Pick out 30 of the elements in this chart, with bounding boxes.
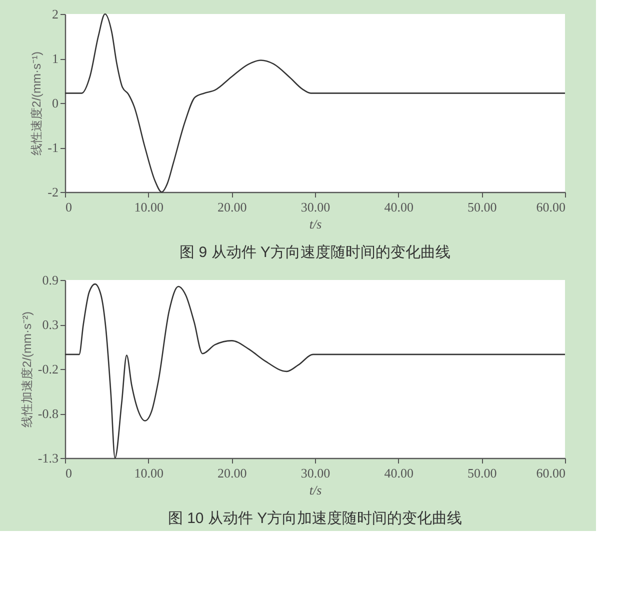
- y-tick-label: -1: [48, 140, 58, 155]
- y-tick-label: -1.3: [38, 450, 58, 466]
- x-tick-label: 40.00: [384, 466, 414, 480]
- x-tick-label: 40.00: [384, 200, 414, 214]
- x-tick-label: 10.00: [134, 466, 164, 480]
- x-tick-label: 50.00: [468, 466, 497, 480]
- x-tick-label: 60.00: [536, 466, 566, 480]
- x-tick-label: 60.00: [536, 200, 566, 214]
- y-axis-title: 线性速度2/(mm·s⁻¹): [30, 52, 44, 156]
- y-tick-label: -2: [48, 184, 58, 200]
- x-tick-label: 20.00: [218, 200, 247, 214]
- x-tick-label: 30.00: [300, 200, 330, 214]
- y-tick-label: -0.8: [38, 406, 58, 421]
- y-tick-label: 0.9: [42, 272, 58, 288]
- x-tick-label: 20.00: [218, 466, 247, 480]
- y-tick-label: 2: [52, 6, 58, 22]
- x-axis-title: t/s: [309, 482, 322, 498]
- x-tick-label: 50.00: [468, 200, 497, 214]
- x-axis-title: t/s: [309, 216, 322, 232]
- y-tick-label: 1: [52, 51, 58, 66]
- x-tick-label: 0: [66, 466, 72, 480]
- y-axis-title: 线性加速度2/(mm·s⁻²): [20, 312, 34, 428]
- x-tick-label: 10.00: [134, 200, 164, 214]
- y-tick-label: 0: [52, 96, 58, 110]
- caption: 图 9 从动件 Y方向速度随时间的变化曲线: [180, 244, 450, 261]
- x-tick-label: 0: [66, 200, 72, 214]
- y-tick-label: 0.3: [42, 317, 58, 332]
- y-tick-label: -0.2: [38, 362, 58, 376]
- x-tick-label: 30.00: [300, 466, 330, 480]
- caption: 图 10 从动件 Y方向加速度随时间的变化曲线: [168, 510, 462, 527]
